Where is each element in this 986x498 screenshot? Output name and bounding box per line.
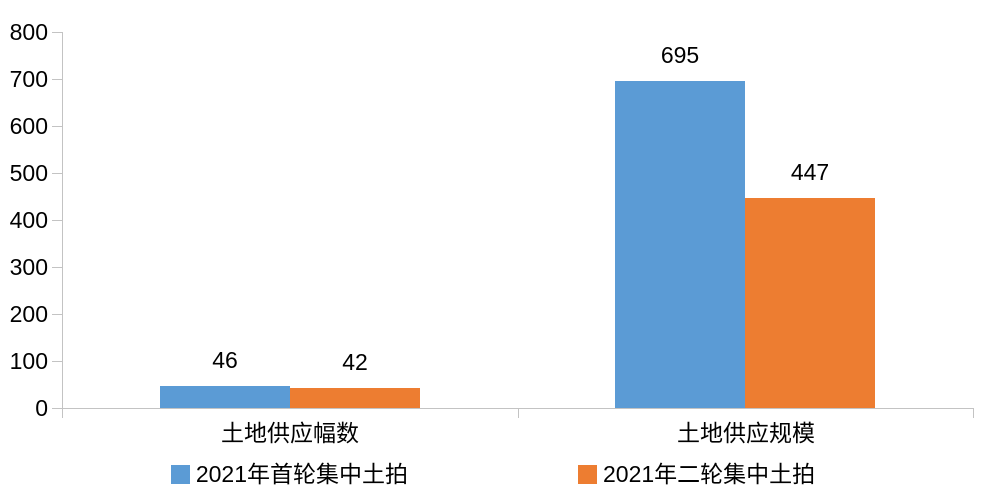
y-axis-tick <box>52 361 62 362</box>
x-category-label: 土地供应规模 <box>677 420 815 446</box>
legend-item-series1: 2021年首轮集中土拍 <box>170 461 408 487</box>
y-axis-tick <box>52 32 62 33</box>
y-tick-label: 200 <box>9 301 48 327</box>
x-axis-line <box>62 408 974 409</box>
y-tick-label: 700 <box>9 66 48 92</box>
x-axis-tick <box>518 409 519 418</box>
y-tick-label: 300 <box>9 254 48 280</box>
x-axis-tick <box>973 409 974 418</box>
legend-swatch-icon <box>578 464 597 484</box>
y-tick-label: 500 <box>9 160 48 186</box>
bar-value-label: 42 <box>342 349 368 375</box>
y-tick-label: 800 <box>9 19 48 45</box>
x-axis-tick <box>62 409 63 418</box>
bar-series2-cat2 <box>745 198 875 408</box>
y-tick-label: 600 <box>9 113 48 139</box>
bar-series2-cat1 <box>290 388 420 408</box>
y-axis-tick <box>52 220 62 221</box>
y-axis-tick <box>52 408 62 409</box>
bar-value-label: 46 <box>212 347 238 373</box>
bar-value-label: 447 <box>790 159 830 185</box>
y-tick-label: 400 <box>9 207 48 233</box>
y-tick-label: 0 <box>35 395 48 421</box>
legend-item-series2: 2021年二轮集中土拍 <box>578 461 815 487</box>
y-axis-tick <box>52 267 62 268</box>
legend-label: 2021年首轮集中土拍 <box>195 461 408 487</box>
bar-series1-cat1 <box>160 386 290 408</box>
y-axis-tick <box>52 79 62 80</box>
bar-series1-cat2 <box>615 81 745 408</box>
y-axis-tick <box>52 314 62 315</box>
bar-value-label: 695 <box>660 42 700 68</box>
y-axis-tick <box>52 126 62 127</box>
y-axis-tick <box>52 173 62 174</box>
chart-legend: 2021年首轮集中土拍 2021年二轮集中土拍 <box>0 461 986 487</box>
legend-label: 2021年二轮集中土拍 <box>603 461 816 487</box>
y-tick-label: 100 <box>9 348 48 374</box>
legend-swatch-icon <box>170 464 190 484</box>
y-axis-line <box>62 32 63 409</box>
x-category-label: 土地供应幅数 <box>221 420 359 446</box>
